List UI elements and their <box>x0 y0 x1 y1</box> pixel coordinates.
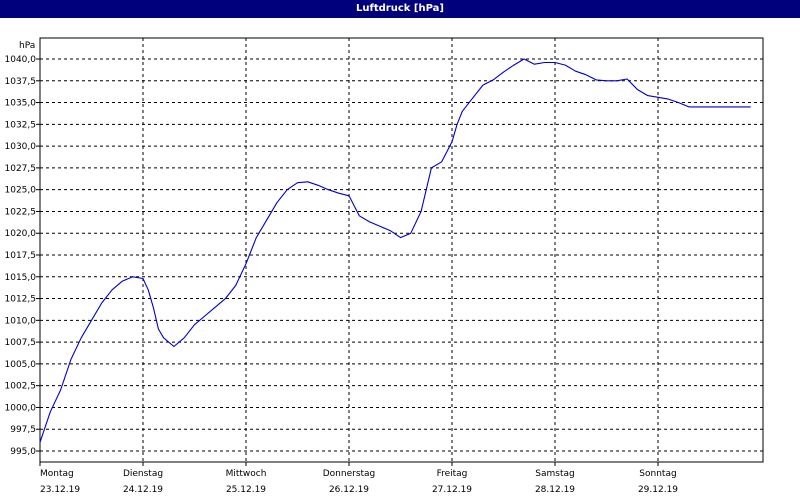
x-tick-label-day: Freitag <box>437 469 468 479</box>
x-tick-label-date: 29.12.19 <box>638 485 678 495</box>
y-tick-label: 1000,0 <box>5 403 37 413</box>
plot-area <box>40 38 763 462</box>
x-tick-label-date: 27.12.19 <box>432 485 472 495</box>
y-tick-label: 1030,0 <box>5 142 37 152</box>
y-tick-label: 1007,5 <box>5 338 37 348</box>
x-tick-label-date: 26.12.19 <box>329 485 369 495</box>
x-tick-label-day: Montag <box>40 469 74 479</box>
x-tick-label-day: Samstag <box>535 469 574 479</box>
plot-border <box>39 37 764 463</box>
y-tick-label: 1027,5 <box>5 164 37 174</box>
y-tick-label: 1010,0 <box>5 316 37 326</box>
y-tick-label: 1002,5 <box>5 382 37 392</box>
x-tick-label-date: 28.12.19 <box>535 485 575 495</box>
x-tick-label-date: 23.12.19 <box>40 485 80 495</box>
series-line <box>39 58 751 443</box>
y-tick-label: 997,5 <box>10 425 36 435</box>
y-tick-label: 1040,0 <box>5 55 37 65</box>
y-tick-label: 1025,0 <box>5 186 37 196</box>
y-tick-label: 1022,5 <box>5 207 37 217</box>
x-tick-label-day: Sonntag <box>639 469 676 479</box>
y-axis-label: hPa <box>19 41 35 51</box>
x-tick-label-date: 25.12.19 <box>226 485 266 495</box>
y-tick-label: 1017,5 <box>5 251 37 261</box>
x-tick-label-date: 24.12.19 <box>123 485 163 495</box>
y-tick-label: 1005,0 <box>5 360 37 370</box>
y-tick-label: 1035,0 <box>5 99 37 109</box>
y-tick-label: 1020,0 <box>5 229 37 239</box>
x-tick-label-day: Dienstag <box>123 469 163 479</box>
y-tick-label: 995,0 <box>10 447 36 457</box>
y-tick-label: 1012,5 <box>5 295 37 305</box>
x-tick-label-day: Donnerstag <box>323 469 376 479</box>
y-tick-label: 1037,5 <box>5 77 37 87</box>
y-tick-label: 1032,5 <box>5 120 37 130</box>
x-tick-label-day: Mittwoch <box>226 469 267 479</box>
chart-title: Luftdruck [hPa] <box>0 0 800 18</box>
y-tick-label: 1015,0 <box>5 273 37 283</box>
